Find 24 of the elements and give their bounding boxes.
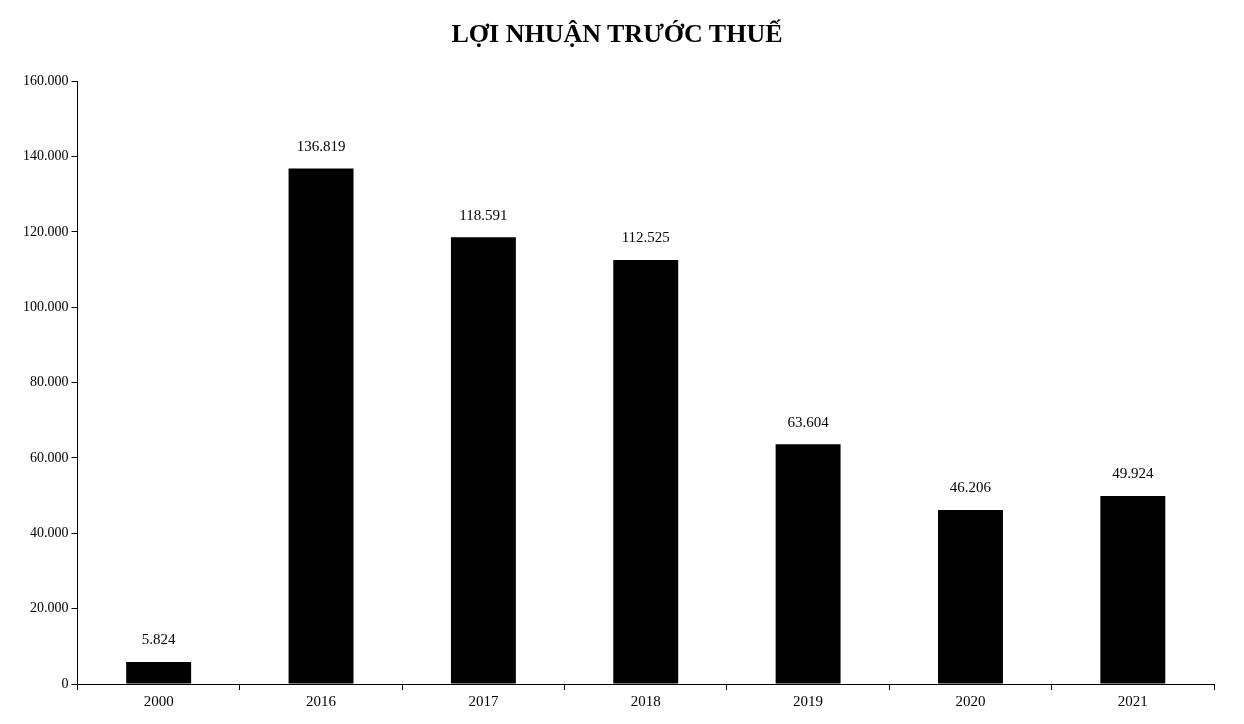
y-tick-label: 80.000 bbox=[30, 374, 69, 390]
x-tick-label: 2020 bbox=[955, 692, 986, 709]
data-label: 49.924 bbox=[1112, 465, 1154, 482]
y-tick-label: 120.000 bbox=[23, 223, 69, 239]
y-tick-label: 60.000 bbox=[30, 449, 69, 465]
y-tick-label: 160.000 bbox=[23, 72, 69, 88]
x-tick-label: 2016 bbox=[306, 692, 337, 709]
data-label: 136.819 bbox=[296, 137, 346, 154]
x-tick-label: 2000 bbox=[143, 692, 174, 709]
y-tick-label: 140.000 bbox=[23, 148, 69, 164]
chart-title: LỢI NHUẬN TRƯỚC THUẾ bbox=[451, 19, 783, 49]
x-tick-label: 2018 bbox=[630, 692, 661, 709]
data-label: 5.824 bbox=[141, 631, 177, 648]
data-label: 63.604 bbox=[787, 413, 830, 430]
data-label: 112.525 bbox=[621, 229, 670, 246]
x-tick-label: 2021 bbox=[1117, 692, 1148, 709]
data-label: 118.591 bbox=[459, 206, 508, 223]
x-tick-label: 2017 bbox=[468, 692, 499, 709]
y-tick-label: 0 bbox=[61, 675, 69, 691]
x-tick-label: 2019 bbox=[793, 692, 824, 709]
data-label: 46.206 bbox=[949, 479, 992, 496]
y-tick-label: 100.000 bbox=[23, 298, 69, 314]
y-tick-label: 20.000 bbox=[30, 600, 69, 616]
y-tick-label: 40.000 bbox=[30, 524, 69, 540]
